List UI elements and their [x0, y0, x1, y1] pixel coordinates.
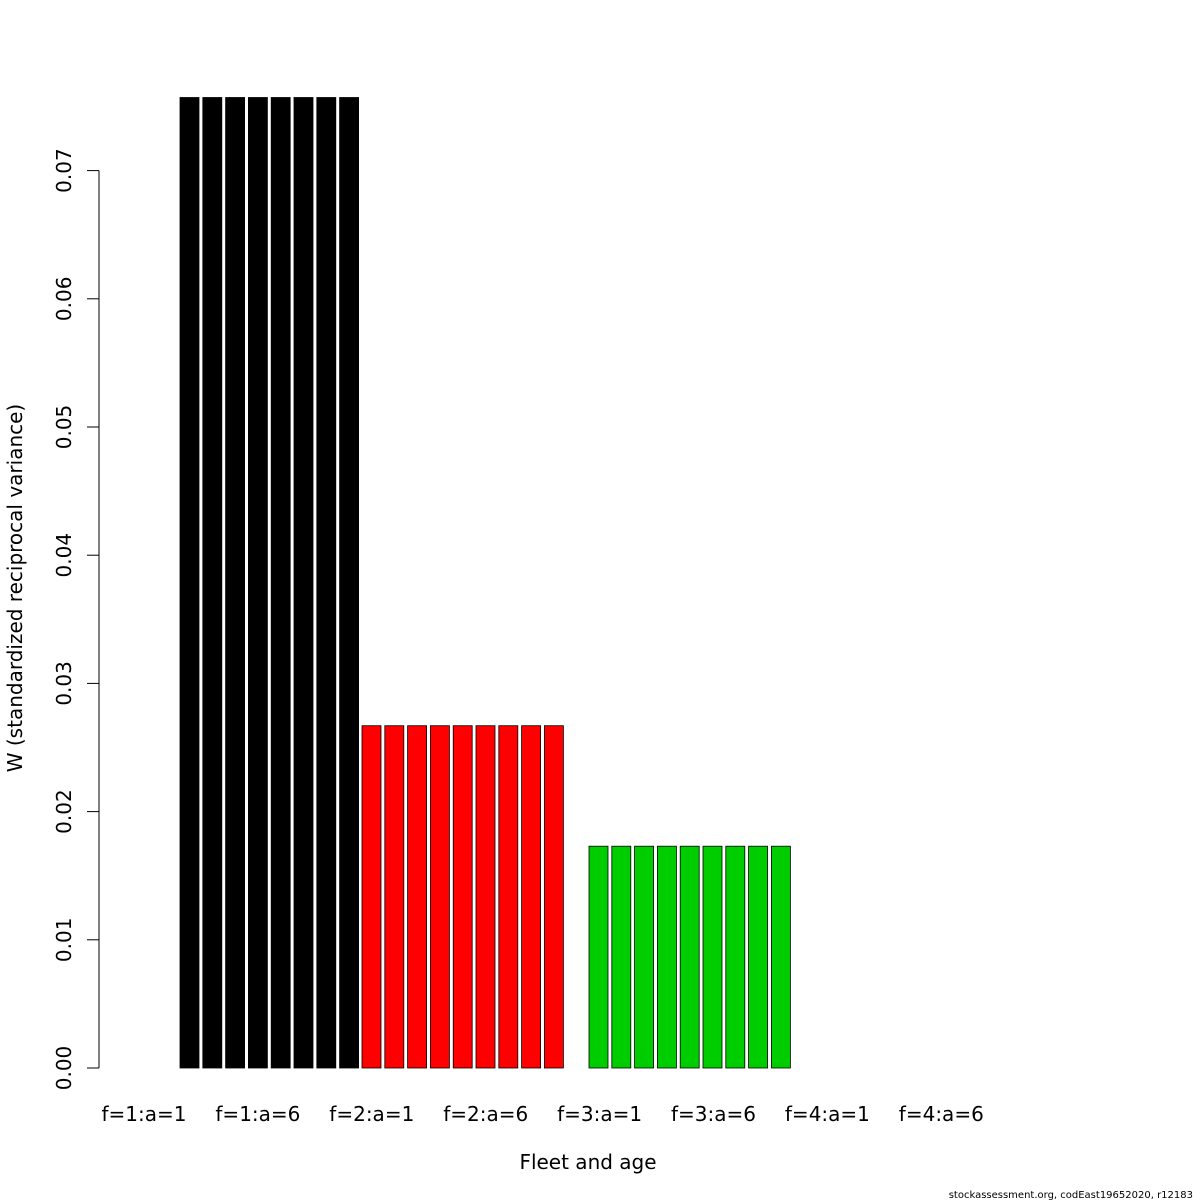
bar-fleet3-age1	[588, 845, 609, 1069]
x-tick-label: f=2:a=1	[329, 1102, 414, 1126]
bar-fleet1-age8	[339, 97, 360, 1069]
bar-fleet1-age1	[179, 97, 200, 1069]
bar-fleet3-age2	[611, 845, 632, 1069]
y-tick-label: 0.01	[52, 918, 76, 963]
x-tick-label: f=4:a=6	[899, 1102, 984, 1126]
y-tick-label: 0.05	[52, 405, 76, 450]
bar-fleet3-age7	[725, 845, 746, 1069]
credit-text: stockassessment.org, codEast19652020, r1…	[949, 1190, 1193, 1200]
x-axis-title: Fleet and age	[519, 1150, 656, 1174]
bar-fleet2-age3	[407, 725, 428, 1069]
y-tick-label: 0.03	[52, 661, 76, 706]
bar-fleet2-age8	[521, 725, 541, 1069]
bar-fleet1-age6	[293, 97, 314, 1069]
y-axis: 0.00 0.01 0.02 0.03 0.04 0.05 0.06 0.07	[52, 148, 100, 1091]
bars-layer	[179, 97, 791, 1069]
x-tick-label: f=1:a=1	[102, 1102, 187, 1126]
bar-fleet3-age5	[679, 845, 700, 1069]
y-tick-label: 0.02	[52, 789, 76, 834]
y-axis-title: W (standardized reciprocal variance)	[3, 404, 27, 773]
bar-fleet2-age4	[429, 725, 450, 1069]
bar-fleet1-age3	[225, 97, 246, 1069]
bar-fleet1-age4	[247, 97, 268, 1069]
y-tick-label: 0.00	[52, 1046, 76, 1091]
x-tick-label: f=1:a=6	[215, 1102, 300, 1126]
bar-fleet3-age8	[748, 845, 768, 1069]
x-tick-label: f=3:a=6	[671, 1102, 756, 1126]
bar-fleet1-age5	[270, 97, 291, 1069]
bar-fleet2-age9	[544, 725, 564, 1069]
x-tick-label: f=2:a=6	[443, 1102, 528, 1126]
y-tick-label: 0.04	[52, 533, 76, 578]
bar-fleet2-age6	[475, 725, 496, 1069]
bar-fleet3-age9	[771, 845, 791, 1069]
bar-fleet2-age5	[452, 725, 473, 1069]
bar-fleet2-age2	[384, 725, 405, 1069]
x-axis: f=1:a=1 f=1:a=6 f=2:a=1 f=2:a=6 f=3:a=1 f=3:a…	[102, 1102, 984, 1126]
bar-fleet1-age7	[316, 97, 337, 1069]
bar-fleet2-age1	[361, 725, 382, 1069]
bar-fleet3-age3	[634, 845, 654, 1069]
bar-fleet2-age7	[498, 725, 519, 1069]
x-tick-label: f=4:a=1	[785, 1102, 870, 1126]
y-tick-label: 0.07	[52, 148, 76, 193]
bar-fleet1-age2	[202, 97, 223, 1069]
bar-fleet3-age6	[702, 845, 723, 1069]
bar-fleet3-age4	[657, 845, 677, 1069]
x-tick-label: f=3:a=1	[557, 1102, 642, 1126]
y-tick-label: 0.06	[52, 277, 76, 322]
